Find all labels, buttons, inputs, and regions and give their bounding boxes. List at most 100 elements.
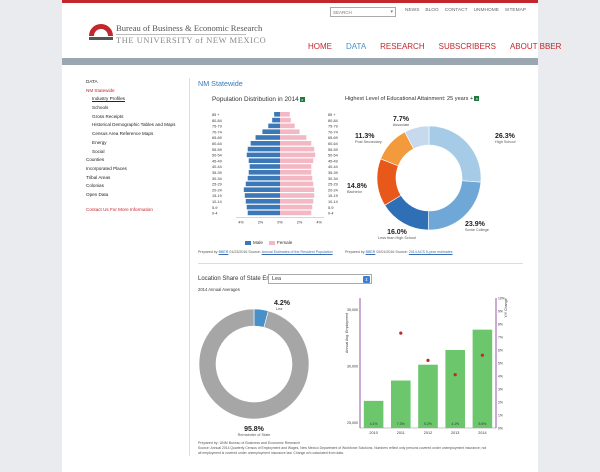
- emp-bar: [391, 380, 411, 428]
- emp-change-marker: [426, 358, 430, 362]
- pyramid-bar-male: [245, 181, 280, 187]
- pyramid-age-label-right: 40-44: [328, 165, 338, 169]
- pyramid-title: Population Distribution in 2014 x: [212, 96, 305, 103]
- search-dropdown-icon[interactable]: ▾: [390, 9, 393, 15]
- nav-about[interactable]: ABOUT BBER: [509, 42, 562, 51]
- pyramid-age-label-left: 45-49: [212, 159, 222, 163]
- share-slice: [198, 308, 310, 420]
- pyramid-age-label-right: 25-29: [328, 183, 338, 187]
- pyramid-bar-male: [245, 199, 280, 204]
- education-pct-label: 7.7%: [393, 116, 410, 123]
- emp-bar-label: 4.1%: [451, 422, 459, 426]
- pyramid-bar-female: [280, 123, 295, 129]
- excel-download-icon[interactable]: x: [474, 96, 480, 102]
- pyramid-bar-female: [280, 158, 314, 163]
- pyramid-age-label-left: 50-54: [212, 154, 222, 158]
- pyramid-tick-label: 4%: [238, 220, 244, 224]
- logo-rule: [116, 34, 246, 35]
- sidebar-item-census-maps[interactable]: Census Area Reference Maps: [92, 131, 154, 137]
- pyramid-age-label-left: 25-29: [212, 183, 222, 187]
- sidebar-item-schools[interactable]: Schools: [92, 105, 109, 111]
- sidebar-item-gross-receipts[interactable]: Gross Receipts: [92, 113, 124, 119]
- pyramid-source-bber-link[interactable]: BBER: [218, 250, 229, 254]
- sidebar-item-counties[interactable]: Counties: [86, 157, 105, 163]
- sidebar-item-energy[interactable]: Energy: [92, 139, 107, 145]
- emp-bar-label: 5.2%: [424, 422, 432, 426]
- education-donut-chart: 26.3%High School 23.9%Some College 16.0%Le…: [347, 116, 516, 240]
- sidebar-item-nm-statewide[interactable]: NM Statewide: [86, 87, 115, 93]
- emp-change-marker: [453, 373, 457, 377]
- pyramid-bar-female: [280, 204, 313, 210]
- pyramid-age-label-left: 80-84: [212, 119, 222, 123]
- nav-home[interactable]: HOME: [308, 42, 332, 51]
- sidebar-item-colonias[interactable]: Colonias: [86, 183, 104, 189]
- employment-bar-chart: 25,000 30,000 35,000 0% 1% 2% 3% 4% 5% 6% 7% 8% 9% 10…: [345, 297, 508, 436]
- pyramid-age-label-right: 75-79: [328, 125, 338, 129]
- sidebar-item-tribal-areas[interactable]: Tribal Areas: [86, 174, 111, 180]
- footer-line1: Prepared by: UNM Bureau of Business and …: [198, 441, 301, 445]
- sidebar-contact-link[interactable]: Contact Us For More Information: [86, 206, 153, 212]
- employment-share-donut: 4.2%Lea 95.8%Remainder of State: [198, 300, 310, 437]
- search-input[interactable]: SEARCH ▾: [330, 7, 396, 17]
- pyramid-tick-label: 2%: [297, 220, 303, 224]
- sidebar-item-industry-profiles[interactable]: Industry Profiles: [92, 96, 125, 102]
- pyramid-bar-male: [249, 164, 280, 169]
- location-label: Location Share of State Employment:: [198, 276, 298, 282]
- top-link-sitemap[interactable]: SITEMAP: [504, 8, 526, 13]
- top-link-contact[interactable]: CONTACT: [444, 8, 468, 13]
- pyramid-source: Prepared by BBER 01/23/2016 Source: Annu…: [198, 250, 333, 254]
- sidebar-item-incorporated-places[interactable]: Incorporated Places: [86, 165, 127, 171]
- bber-logo[interactable]: Bureau of Business & Economic Research T…: [88, 22, 266, 48]
- sidebar-item-data[interactable]: DATA: [86, 79, 98, 84]
- sidebar-item-open-data[interactable]: Open Data: [86, 191, 109, 197]
- emp-y2-tick: 10%: [498, 297, 505, 301]
- pyramid-bar-female: [280, 199, 314, 204]
- emp-y2-tick: 2%: [498, 401, 503, 405]
- pyramid-bar-female: [280, 112, 290, 117]
- nav-subscribers[interactable]: SUBSCRIBERS: [438, 42, 496, 51]
- emp-x-tick: 2013: [451, 431, 459, 435]
- emp-bar-label: 7.3%: [397, 422, 405, 426]
- pyramid-age-label-right: 35-39: [328, 171, 338, 175]
- pyramid-bar-female: [280, 164, 312, 169]
- nav-research[interactable]: RESEARCH: [380, 42, 425, 51]
- emp-y2-tick: 8%: [498, 323, 503, 327]
- pyramid-age-label-left: 85 +: [212, 113, 220, 117]
- logo-emblem-icon: [89, 24, 113, 40]
- pyramid-age-label-left: 15-19: [212, 194, 222, 198]
- education-pct-label: 23.9%: [465, 221, 486, 228]
- pyramid-bar-female: [280, 187, 315, 192]
- emp-y-tick: 25,000: [347, 421, 358, 425]
- education-category-label: Post Secondary: [355, 140, 382, 144]
- share-category-label: Remainder of State: [238, 433, 271, 437]
- education-slice: [428, 125, 482, 183]
- pyramid-bar-male: [246, 152, 280, 158]
- education-slice: [404, 125, 430, 150]
- excel-download-icon[interactable]: x: [299, 96, 305, 102]
- location-select[interactable]: Lea ⇕: [268, 274, 372, 284]
- top-link-unmhome[interactable]: UNMHOME: [473, 8, 499, 13]
- pyramid-age-label-left: 70-74: [212, 130, 222, 134]
- education-title: Highest Level of Educational Attainment:…: [345, 96, 480, 102]
- pyramid-bar-male: [247, 175, 280, 181]
- top-link-news[interactable]: NEWS: [405, 8, 420, 13]
- emp-y2-label: Y/Y Change: [504, 298, 508, 317]
- pyramid-legend: Male Female: [245, 240, 292, 245]
- sidebar-item-historical-demographic[interactable]: Historical Demographic Tables and Maps: [92, 122, 176, 128]
- chevron-down-icon[interactable]: ⇕: [363, 276, 370, 283]
- pyramid-tick-label: 0%: [277, 220, 283, 224]
- edu-source-link[interactable]: 2014 ACS 5-year estimates: [408, 250, 453, 254]
- pyramid-age-label-right: 45-49: [328, 159, 338, 163]
- education-pct-label: 16.0%: [387, 229, 408, 236]
- top-links: NEWS BLOG CONTACT UNMHOME SITEMAP: [405, 8, 526, 13]
- sidebar-item-social[interactable]: Social: [92, 148, 105, 154]
- pyramid-age-label-left: 75-79: [212, 125, 222, 129]
- nav-data[interactable]: DATA: [346, 42, 367, 51]
- pyramid-bar-female: [280, 141, 312, 146]
- edu-source-bber-link[interactable]: BBER: [365, 250, 376, 254]
- pyramid-source-link[interactable]: Annual Estimates of the Resident Populat…: [261, 250, 333, 254]
- emp-bar: [472, 329, 493, 428]
- top-link-blog[interactable]: BLOG: [425, 8, 439, 13]
- emp-y-label: Annual Avg. Employment: [345, 313, 349, 353]
